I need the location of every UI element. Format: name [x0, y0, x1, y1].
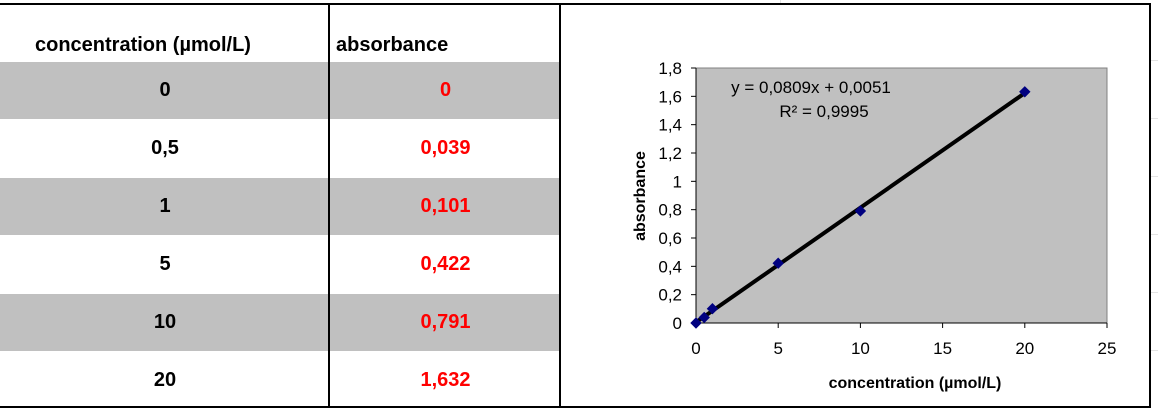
y-tick-label: 0 — [673, 314, 682, 333]
plot-area[interactable] — [695, 67, 1108, 324]
x-tick-label: 10 — [851, 339, 870, 358]
x-tick-label: 15 — [933, 339, 952, 358]
y-tick-label: 1 — [673, 172, 682, 191]
absorbance-cell[interactable]: 0,039 — [420, 137, 471, 159]
y-tick-label: 1,8 — [658, 59, 682, 78]
data-table — [0, 3, 561, 408]
concentration-cell[interactable]: 20 — [153, 369, 177, 391]
concentration-cell[interactable]: 0 — [159, 79, 171, 101]
y-tick-label: 0,2 — [658, 286, 682, 305]
x-tick-label: 20 — [1015, 339, 1034, 358]
y-tick-label: 0,4 — [658, 257, 682, 276]
trendline-equation: y = 0,0809x + 0,0051 — [731, 78, 891, 97]
absorbance-cell[interactable]: 0,422 — [420, 253, 471, 275]
column-divider — [328, 3, 330, 408]
y-tick-label: 1,2 — [658, 144, 682, 163]
table-row: 20 1,632 — [0, 352, 561, 409]
y-axis-title: absorbance — [632, 151, 649, 241]
sheet-gridline — [780, 0, 781, 3]
absorbance-cell[interactable]: 0 — [439, 79, 452, 101]
tick-labels: 0 5 10 15 20 25 0 0,2 0,4 0,6 0,8 1 1,2 1,4 1,6 1,8 — [658, 59, 1116, 358]
concentration-cell[interactable]: 1 — [159, 195, 171, 217]
y-tick-label: 1,6 — [658, 87, 682, 106]
absorbance-cell[interactable]: 0,101 — [420, 195, 471, 217]
data-point — [706, 302, 719, 315]
table-row: 10 0,791 — [0, 294, 561, 351]
concentration-header[interactable]: concentration (µmol/L) — [35, 34, 251, 56]
y-tick-label: 0,8 — [658, 201, 682, 220]
table-row: 0,5 0,039 — [0, 120, 561, 177]
concentration-cell[interactable]: 5 — [159, 253, 171, 275]
x-axis-title: concentration (µmol/L) — [829, 375, 1002, 392]
table-row: 5 0,422 — [0, 236, 561, 293]
data-point — [854, 205, 867, 217]
axes — [691, 67, 1108, 328]
table-row: 0 0 — [0, 62, 561, 119]
x-tick-label: 25 — [1098, 339, 1117, 358]
data-point — [690, 317, 702, 329]
data-point — [772, 257, 784, 269]
y-tick-label: 0,6 — [658, 229, 682, 248]
absorbance-cell[interactable]: 1,632 — [420, 369, 471, 391]
y-tick-label: 1,4 — [658, 116, 682, 135]
column-divider — [559, 3, 561, 408]
data-points — [690, 86, 1031, 329]
table-row: 1 0,101 — [0, 178, 561, 235]
absorbance-header[interactable]: absorbance — [336, 34, 449, 56]
calibration-chart[interactable]: 0 5 10 15 20 25 0 0,2 0,4 0,6 0,8 1 1,2 1,4 1,6 1,8 y =… — [561, 0, 1151, 413]
data-point — [1019, 86, 1031, 98]
data-point — [698, 311, 710, 324]
absorbance-cell[interactable]: 0,791 — [420, 311, 471, 333]
x-tick-label: 5 — [773, 339, 782, 358]
concentration-cell[interactable]: 10 — [153, 311, 177, 333]
r-squared-label: R² = 0,9995 — [779, 102, 868, 121]
x-tick-label: 0 — [691, 339, 700, 358]
concentration-cell[interactable]: 0,5 — [151, 137, 179, 159]
